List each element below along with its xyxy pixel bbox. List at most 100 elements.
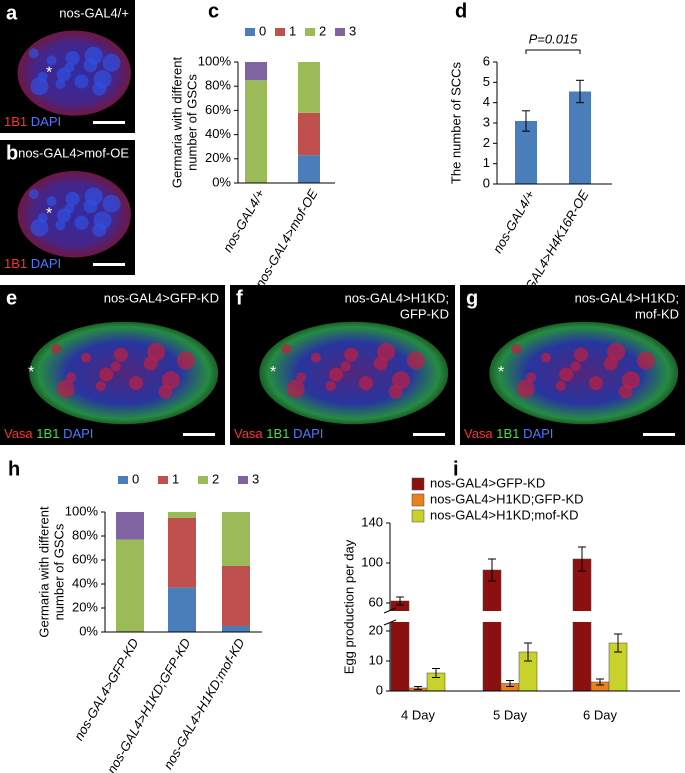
bar-segment xyxy=(222,626,250,632)
scale-bar xyxy=(93,121,125,124)
stain-name: Vasa xyxy=(464,426,493,441)
bar-segment xyxy=(222,566,250,626)
error-bar xyxy=(576,79,584,104)
y-tick-label: 100% xyxy=(65,503,99,518)
error-bar xyxy=(506,680,514,687)
error-bar xyxy=(522,110,530,132)
cell xyxy=(570,361,581,372)
genotype-label: nos-GAL4/+ xyxy=(59,5,129,20)
legend-swatch xyxy=(305,28,315,36)
cell xyxy=(377,342,396,361)
stain-name: 1B1 xyxy=(266,426,289,441)
y-axis-label: number of GSCs xyxy=(51,523,66,620)
y-tick-label: 100 xyxy=(361,554,383,569)
bar-segment xyxy=(245,80,267,183)
y-tick-label: 0% xyxy=(79,623,98,638)
cell xyxy=(95,380,106,391)
stain-name: 1B1 xyxy=(496,426,519,441)
stain-name: 1B1 xyxy=(4,256,27,271)
cell xyxy=(176,351,195,370)
y-tick-label: 140 xyxy=(361,514,383,529)
stain-label: 1B1 DAPI xyxy=(4,114,61,129)
stain-name: DAPI xyxy=(293,426,323,441)
cell xyxy=(622,371,640,390)
cell xyxy=(74,215,89,230)
cell xyxy=(310,352,321,363)
cell xyxy=(55,78,66,89)
error-bar xyxy=(578,546,586,572)
genotype-label: nos-GAL4>mof-OE xyxy=(18,145,129,160)
cell xyxy=(636,351,655,370)
panel-letter: h xyxy=(8,458,20,480)
cell xyxy=(114,347,129,362)
cell xyxy=(162,371,180,390)
stain-name: 1B1 xyxy=(4,114,27,129)
legend-label: 3 xyxy=(349,23,356,38)
niche-marker: * xyxy=(28,364,34,381)
bar-segment xyxy=(116,512,144,540)
legend-swatch xyxy=(275,28,285,36)
y-tick-label: 40% xyxy=(72,575,98,590)
panel-letter: a xyxy=(6,2,18,24)
bar xyxy=(482,569,502,692)
y-axis-label: Germaria with different xyxy=(169,56,184,188)
legend-label: nos-GAL4>H1KD;mof-KD xyxy=(430,507,578,522)
significance-bracket xyxy=(525,49,581,54)
cell xyxy=(92,223,107,238)
genotype-label: mof-KD xyxy=(635,306,679,321)
cell xyxy=(102,53,121,72)
y-tick-label: 20 xyxy=(369,622,383,637)
bar-segment xyxy=(245,62,267,81)
cell xyxy=(128,376,143,391)
cell xyxy=(158,384,173,399)
y-tick-label: 60 xyxy=(369,594,383,609)
cell xyxy=(286,379,305,398)
scale-bar xyxy=(643,433,675,436)
cell xyxy=(373,356,388,371)
error-bar xyxy=(414,686,422,690)
panel-letter: b xyxy=(6,142,18,164)
cell xyxy=(540,352,551,363)
y-tick-label: 0 xyxy=(483,175,490,190)
bar xyxy=(515,120,537,184)
error-bar xyxy=(432,668,440,678)
cell xyxy=(358,376,373,391)
legend-swatch xyxy=(238,476,248,484)
panel-letter: d xyxy=(455,0,467,22)
bar-segment xyxy=(222,512,250,566)
bar-segment xyxy=(298,155,320,183)
cell xyxy=(406,351,425,370)
cell xyxy=(46,55,57,66)
cell xyxy=(28,189,39,199)
cell xyxy=(555,380,566,391)
legend-label: nos-GAL4>H1KD;GFP-KD xyxy=(430,491,584,506)
y-axis-label: The number of SCCs xyxy=(448,61,463,184)
bar-segment xyxy=(168,518,196,588)
cell xyxy=(559,367,574,382)
stain-name: DAPI xyxy=(31,114,61,129)
cell xyxy=(603,356,618,371)
x-tick-label: nos-GAL4/+ xyxy=(490,187,538,255)
panel-letter: c xyxy=(208,0,219,22)
bar-segment xyxy=(116,539,144,632)
niche-marker: * xyxy=(46,64,52,81)
bar-segment xyxy=(298,112,320,156)
panel-letter: f xyxy=(236,287,243,309)
bar-segment xyxy=(298,62,320,113)
panel-letter: g xyxy=(466,287,478,309)
cell xyxy=(64,62,75,73)
x-tick-label: nos-GAL4/+ xyxy=(220,186,268,254)
cell xyxy=(64,203,75,214)
y-tick-label: 40% xyxy=(205,126,231,141)
cell xyxy=(66,372,77,383)
cell xyxy=(281,344,292,354)
y-tick-label: 20% xyxy=(205,150,231,165)
tissue xyxy=(29,321,219,425)
y-tick-label: 4 xyxy=(483,94,490,109)
scale-bar xyxy=(183,433,215,436)
y-tick-label: 60% xyxy=(72,551,98,566)
cell xyxy=(296,372,307,383)
cell xyxy=(51,344,62,354)
cell xyxy=(574,347,589,362)
y-tick-label: 80% xyxy=(205,78,231,93)
